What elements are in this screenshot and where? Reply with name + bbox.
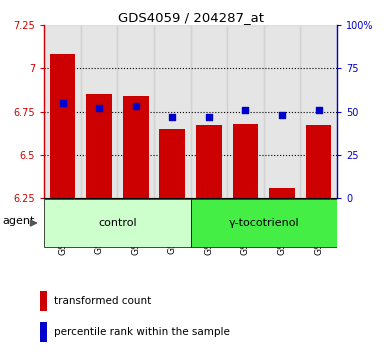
Bar	[44, 25, 81, 198]
Text: transformed count: transformed count	[54, 296, 151, 306]
Bar	[306, 125, 331, 198]
Bar	[269, 188, 295, 198]
FancyBboxPatch shape	[44, 199, 191, 247]
Point	[243, 107, 249, 113]
Point	[316, 107, 322, 113]
Bar	[264, 25, 300, 198]
Point	[169, 114, 176, 120]
Point	[132, 103, 139, 109]
Bar	[159, 129, 185, 198]
Bar	[227, 25, 264, 198]
Text: control: control	[98, 218, 137, 228]
Bar	[196, 125, 222, 198]
Text: γ-tocotrienol: γ-tocotrienol	[228, 218, 299, 228]
Point	[96, 105, 102, 111]
Bar	[81, 25, 117, 198]
Bar	[40, 322, 47, 342]
Bar	[50, 54, 75, 198]
FancyBboxPatch shape	[191, 199, 337, 247]
Title: GDS4059 / 204287_at: GDS4059 / 204287_at	[117, 11, 264, 24]
Bar	[191, 25, 227, 198]
Text: agent: agent	[2, 216, 35, 225]
Bar	[154, 25, 191, 198]
Text: percentile rank within the sample: percentile rank within the sample	[54, 327, 229, 337]
Bar	[40, 291, 47, 312]
Bar	[86, 94, 112, 198]
Bar	[233, 124, 258, 198]
Bar	[117, 25, 154, 198]
Bar	[300, 25, 337, 198]
Point	[279, 112, 285, 118]
Point	[206, 114, 212, 120]
Bar	[123, 96, 149, 198]
Point	[59, 100, 65, 105]
